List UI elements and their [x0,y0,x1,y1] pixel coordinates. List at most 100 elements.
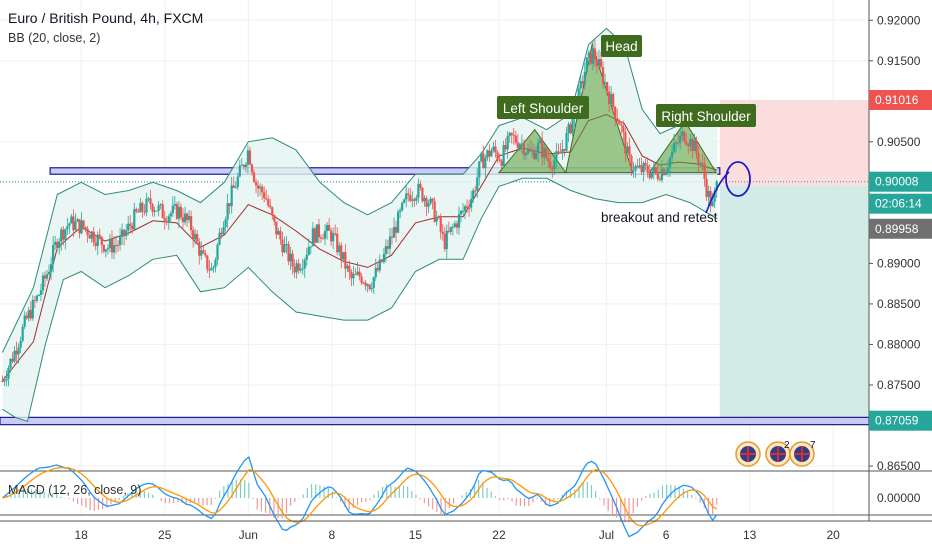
head-label: Head [601,35,642,57]
candle-body [196,233,199,242]
candle-body [72,216,75,231]
candle-body [303,259,306,269]
candle-body [60,229,63,242]
candle-body [259,186,262,189]
candle-body [415,197,418,201]
candle-body [455,223,459,228]
candle-body [37,294,41,296]
chart-title[interactable]: Euro / British Pound, 4h, FXCM [8,10,204,26]
candle-body [159,204,162,206]
candle-body [470,198,473,208]
candle-body [80,220,83,234]
candle-body [571,118,574,134]
candle-body [394,227,398,233]
candle-body [340,245,343,260]
candle-body [52,244,55,265]
candle-body [78,219,81,234]
candle-body [447,230,450,232]
candle-body [677,142,680,144]
date-tick-label: 25 [158,528,172,542]
candle-body [33,299,36,301]
candle-body [476,177,479,191]
macd-legend[interactable]: MACD (12, 26, close, 9) [8,483,142,497]
candle-body [691,138,694,151]
candle-body [534,153,538,159]
candle-body [49,264,53,272]
candle-body [364,282,367,286]
candle-body [151,204,154,212]
candle-body [269,205,272,208]
candle-body [92,231,95,243]
candle-body [685,141,688,145]
candle-body [267,199,270,206]
candle-body [210,268,213,271]
candle-body [492,146,495,151]
candle-body [153,210,156,212]
candle-body [155,210,158,212]
candle-body [62,229,65,240]
candle-body [506,135,509,150]
candle-body [3,380,6,382]
candle-body [585,57,588,72]
candle-body [141,202,144,212]
candle-body [504,145,507,150]
candle-body [646,165,649,173]
candle-body [610,94,613,104]
candle-body [362,282,365,284]
candle-body [177,206,181,219]
candle-body [510,132,513,136]
candle-body [407,193,410,196]
candle-body [265,198,268,200]
candle-body [557,151,560,153]
candle-body [305,254,308,260]
candle-body [547,157,550,162]
candle-body [484,157,487,169]
candle-body [250,164,254,173]
candle-body [157,205,160,211]
retest-circle [725,161,751,197]
macd-signal-line [2,466,718,527]
candle-body [161,204,164,218]
candle-body [226,203,229,220]
candle-body [370,288,373,290]
candle-body [279,231,282,240]
candle-body [695,140,698,154]
candle-body [453,223,457,227]
price-tag-bg [869,90,932,111]
candle-body [218,232,221,245]
candle-body [238,165,241,177]
candle-body [366,284,369,286]
bb-legend[interactable]: BB (20, close, 2) [8,31,101,45]
right-shoulder-label-bg [656,104,756,127]
price-tag-bg [869,410,932,431]
annotations: Left Shoulder Head Right Shoulder breakout … [497,35,816,467]
candle-body [179,206,183,218]
candle-body [21,326,24,341]
candle-body [25,315,28,319]
news-marker [765,441,791,467]
candle-body [212,267,215,269]
candle-body [612,94,615,107]
price-tag-text: 0.87059 [875,414,919,428]
candle-body [463,206,467,211]
candle-body [185,213,189,221]
candle-body [261,186,264,193]
candle-body [230,185,233,207]
candle-body [376,267,379,271]
candle-body [451,226,454,228]
date-tick-label: 13 [743,528,757,542]
candle-body [427,203,430,207]
candle-body [488,150,491,157]
candle-body [194,233,197,240]
candle-body [169,213,172,217]
candle-body [652,167,655,173]
candle-body [589,52,592,64]
candle-body [689,138,692,147]
candle-body [583,71,586,84]
candle-body [569,124,572,134]
candle-body [263,192,266,199]
candle-body [313,228,316,243]
candle-body [11,358,14,362]
candle-body [165,221,168,223]
